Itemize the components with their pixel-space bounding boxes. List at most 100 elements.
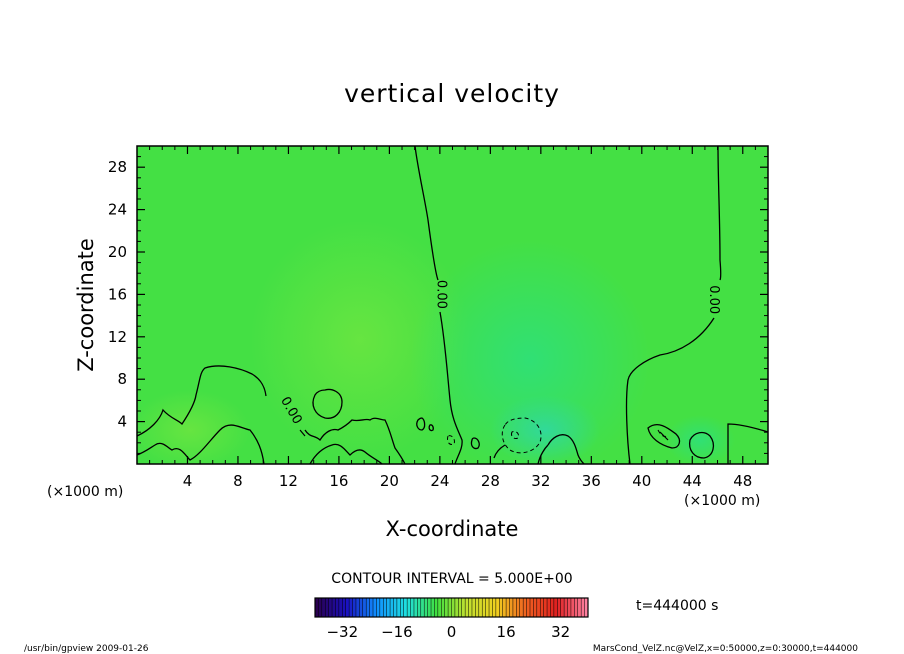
colorbar-swatch: [417, 598, 422, 617]
colorbar-ticks: −32 −16 0 16 32: [326, 623, 570, 641]
colorbar-swatch: [499, 598, 503, 617]
x-tick-label: 20: [380, 472, 399, 490]
colorbar-swatch: [413, 598, 418, 617]
colorbar-swatch: [315, 598, 319, 617]
y-tick-label: 20: [108, 243, 127, 261]
colorbar-swatch: [407, 598, 411, 617]
colorbar-swatch: [431, 598, 435, 617]
colorbar-swatch: [321, 598, 326, 617]
contour-label-text: 0.00: [433, 280, 448, 309]
contour-interval: CONTOUR INTERVAL = 5.000E+00: [331, 571, 572, 587]
x-tick-label: 44: [683, 472, 702, 490]
colorbar-swatch: [506, 598, 510, 617]
colorbar-swatch: [393, 598, 398, 617]
colorbar-swatch: [325, 598, 329, 617]
colorbar-swatch: [328, 598, 333, 617]
cool-region: [665, 415, 735, 464]
colorbar-swatch: [342, 598, 347, 617]
x-tick-label: 36: [582, 472, 601, 490]
colorbar-swatch: [581, 598, 585, 617]
warm-region: [250, 220, 470, 460]
footer-right: MarsCond_VelZ.nc@VelZ,x=0:50000,z=0:3000…: [593, 644, 858, 654]
x-tick-label: 4: [183, 472, 193, 490]
contour-line: [625, 317, 715, 464]
time-label: t=444000 s: [636, 598, 718, 614]
colorbar-swatch: [516, 598, 521, 617]
contour-label-text: 0.00: [706, 285, 721, 314]
y-axis-label: Z-coordinate: [74, 238, 98, 372]
colorbar-swatch: [584, 598, 589, 617]
plot-area: 0.00 0.000.00: [137, 146, 768, 464]
x-axis-label: X-coordinate: [386, 517, 519, 541]
colorbar-swatch: [495, 598, 500, 617]
contour-line: [659, 431, 669, 441]
colorbar-swatch: [338, 598, 343, 617]
colorbar-swatch: [437, 598, 442, 617]
colorbar-frame: [314, 597, 589, 618]
contour-line: [416, 417, 426, 431]
contour-line: [647, 424, 681, 449]
colorbar-swatch: [318, 598, 323, 617]
x-tick-label: 12: [279, 472, 298, 490]
contour-line: [727, 423, 768, 464]
colorbar-swatch: [560, 598, 565, 617]
x-axis: 4 8 12 16 20 24 28 32 36 40 44 48: [149, 146, 756, 490]
contour-line: [312, 388, 343, 419]
y-axis: 4 8 12 16 20 24 28: [108, 156, 768, 454]
x-tick-label: 16: [329, 472, 348, 490]
colorbar: [314, 597, 589, 618]
colorbar-tick-label: 16: [497, 623, 516, 641]
contour-label: 0.00: [706, 285, 721, 314]
colorbar-tick-label: −16: [381, 623, 413, 641]
colorbar-swatch: [509, 598, 514, 617]
colorbar-swatch: [502, 598, 507, 617]
footer-left: /usr/bin/gpview 2009-01-26: [24, 644, 149, 654]
colorbar-swatch: [424, 598, 428, 617]
colorbar-swatch: [475, 598, 480, 617]
colorbar-swatch: [536, 598, 541, 617]
colorbar-swatch: [352, 598, 357, 617]
colorbar-swatch: [379, 598, 384, 617]
colorbar-tick-label: −32: [326, 623, 358, 641]
contour-line: [447, 435, 455, 445]
y-tick-label: 4: [117, 413, 127, 431]
colorbar-swatch: [564, 598, 568, 617]
x-tick-label: 32: [531, 472, 550, 490]
colorbar-swatch: [519, 598, 524, 617]
colorbar-swatch: [335, 598, 340, 617]
colorbar-swatch: [420, 598, 425, 617]
contour-line: [137, 365, 267, 437]
colorbar-swatch: [410, 598, 415, 617]
colorbar-tick-label: 32: [551, 623, 570, 641]
colorbar-swatch: [526, 598, 531, 617]
colorbar-swatch: [441, 598, 445, 617]
colorbar-swatch: [454, 598, 459, 617]
colorbar-swatch: [451, 598, 456, 617]
colorbar-swatch: [543, 598, 548, 617]
colorbar-swatch: [482, 598, 486, 617]
colorbar-swatch: [468, 598, 473, 617]
colorbar-swatch: [369, 598, 374, 617]
negative-contours: [447, 417, 667, 454]
colorbar-swatch: [478, 598, 483, 617]
colorbar-swatch: [557, 598, 561, 617]
colorbar-swatch: [540, 598, 544, 617]
contour-line: [493, 444, 506, 459]
colorbar-swatch: [383, 598, 387, 617]
x-tick-label: 40: [632, 472, 651, 490]
colorbar-swatch: [373, 598, 377, 617]
colorbar-swatch: [390, 598, 394, 617]
colorbar-swatch: [386, 598, 391, 617]
contour-specks: [299, 429, 669, 441]
colorbar-swatch: [448, 598, 452, 617]
x-tick-label: 8: [233, 472, 243, 490]
colorbar-swatch: [512, 598, 517, 617]
x-tick-label: 48: [733, 472, 752, 490]
contour-line: [470, 437, 480, 450]
colorbar-swatch: [403, 598, 408, 617]
contour-line: [414, 146, 439, 281]
contour-lines: [137, 146, 768, 464]
y-tick-label: 8: [117, 370, 127, 388]
cool-region: [490, 395, 600, 464]
contour-line: [299, 429, 306, 437]
